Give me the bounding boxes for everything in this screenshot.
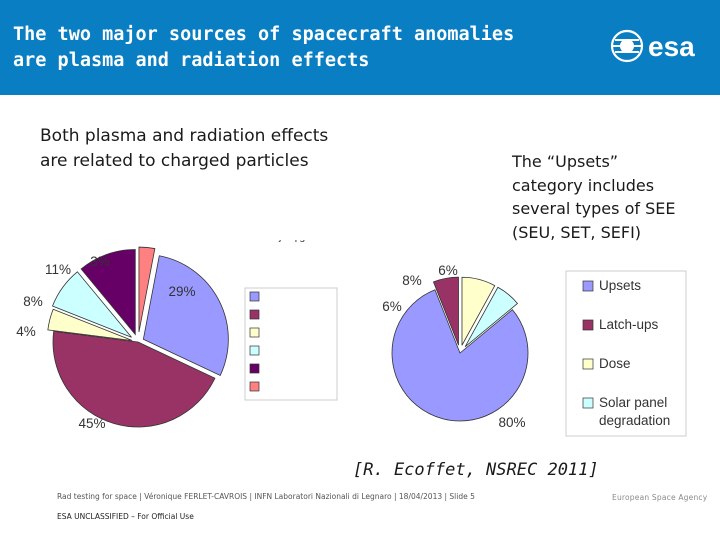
pie-slice-objects [51,271,132,338]
classification-text: ESA UNCLASSIFIED – For Official Use [57,512,194,521]
legend-swatch [249,327,260,338]
slice-label-upsets: 80% [498,415,525,430]
slice-label-radiation: 45% [78,416,105,431]
legend-label: Thermal [265,240,304,243]
note-line-4: (SEU, SET, SEFI) [512,222,642,242]
agency-name: European Space Agency [612,493,708,502]
legend-item-upsets: Upsets [582,278,641,293]
legend-swatch [582,319,594,331]
legend-item-objects: Objects [249,240,301,356]
legend-swatch [249,291,260,302]
legend-item-latch-ups: Latch-ups [582,317,659,332]
lead-line-1: Both plasma and radiation effects [40,126,329,146]
slice-label-objects: 8% [23,294,43,309]
legend-label: Latch-ups [599,317,659,332]
footer-text: Rad testing for space | Véronique FERLET… [57,492,475,501]
legend-item-radiation: Radiation [249,240,310,320]
note-line-1: The “Upsets” [512,152,619,171]
esa-logo: esa [610,29,695,63]
logo-text: esa [648,31,695,62]
slice-label-solar-panel-degradation: 6% [438,263,458,278]
slice-label-atmosphere: 3% [90,254,110,269]
slice-label-latch-ups: 6% [382,299,402,314]
chart1-legend-box [244,287,338,401]
note-line-2: category includes [512,175,655,195]
legend-item-thermal: Thermal [249,240,304,374]
pie-slice-atmosphere [138,246,156,333]
title-line-1: The two major sources of spacecraft anom… [13,24,515,45]
lead-line-2: are related to charged particles [40,151,309,171]
logo-ring-icon [610,29,644,63]
legend-label: degradation [599,413,670,428]
header-bar [0,0,720,95]
slice-label-dose: 8% [402,273,422,288]
legend-label: Geomagnetic [265,240,327,243]
title-line-2: are plasma and radiation effects [13,50,370,71]
pie-slice-upsets [391,289,529,422]
legend-label: Radiation [265,240,310,243]
pie-slice-latch-ups [432,276,459,346]
legend-swatch [249,309,260,320]
legend-swatch [249,363,260,374]
pie-slice-thermal [80,249,136,336]
legend-swatch [582,397,594,409]
lead-text: Both plasma and radiation effects are re… [40,124,420,174]
legend-item-solar-panel-degradation: Solar panel degradation [582,395,670,428]
pie-slice-geomagnetic [47,308,133,341]
slice-label-geomagnetic: 4% [16,324,36,339]
citation: [R. Ecoffet, NSREC 2011] [353,460,599,480]
legend-item-geomagnetic: Geomagnetic [249,240,327,338]
legend-swatch [582,358,594,370]
legend-label: Atmosphere [265,240,322,243]
slide-title: The two major sources of spacecraft anom… [13,22,603,74]
slice-label-thermal: 11% [45,262,71,277]
legend-label: Plasma [265,240,300,243]
pie-slice-plasma [142,255,229,376]
chart2-legend-box [565,270,687,437]
legend-label: Dose [599,356,631,371]
legend-label: Upsets [599,278,641,293]
note-line-3: several types of SEE [512,199,676,218]
legend-label: Solar panel [599,395,667,410]
legend-swatch [249,381,260,392]
legend-swatch [249,345,260,356]
slice-label-plasma: 29% [168,284,195,299]
upsets-note: The “Upsets” category includes several t… [512,150,712,244]
pie-slice-solar-panel-degradation [464,286,519,348]
pie-slice-dose [461,276,496,346]
legend-label: Objects [265,240,301,243]
legend-swatch [582,280,594,292]
pie-slice-radiation [52,330,216,428]
anomaly-sources-pie-chart: 29% 45% 4% 8% 11% 3% PlasmaRadiationGeomagnet… [16,240,338,431]
legend-item-plasma: Plasma [249,240,300,302]
legend-item-dose: Dose [582,356,631,371]
legend-item-atmosphere: Atmosphere [249,240,322,392]
